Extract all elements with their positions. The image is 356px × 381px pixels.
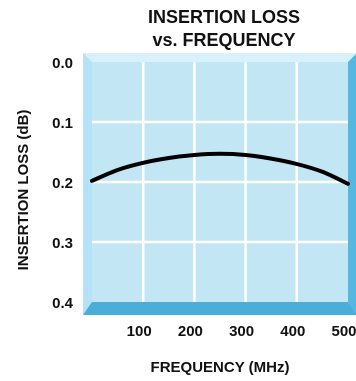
plot-bevel-bottom: [83, 302, 356, 315]
y-tick-label-4: 0.4: [52, 295, 74, 312]
x-tick-label-4: 500: [331, 323, 356, 340]
chart-title-line-2: vs. FREQUENCY: [152, 30, 295, 50]
y-tick-label-1: 0.1: [52, 115, 73, 132]
x-tick-label-3: 400: [280, 323, 305, 340]
plot-bevel-left: [83, 53, 92, 315]
series-line-0: [90, 151, 350, 186]
plot-bevel-right: [348, 54, 356, 314]
y-tick-label-2: 0.2: [52, 175, 73, 192]
chart-title-line-1: INSERTION LOSS: [148, 7, 300, 27]
y-tick-labels: 0.0 0.1 0.2 0.3 0.4: [52, 55, 74, 312]
y-tick-label-3: 0.3: [52, 235, 73, 252]
y-tick-label-0: 0.0: [52, 55, 73, 72]
plot-frame: [83, 53, 356, 315]
grid-lines: [92, 62, 348, 302]
y-axis-label: INSERTION LOSS (dB): [15, 110, 32, 271]
x-axis-label: FREQUENCY (MHz): [151, 359, 290, 376]
data-series: [90, 151, 350, 186]
x-tick-labels: 100 200 300 400 500: [127, 323, 356, 340]
plot-bevel-top: [83, 53, 356, 62]
x-tick-label-0: 100: [127, 323, 152, 340]
x-tick-label-1: 200: [178, 323, 203, 340]
x-tick-label-2: 300: [229, 323, 254, 340]
